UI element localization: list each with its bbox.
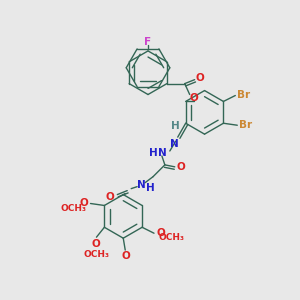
Text: O: O [195, 73, 204, 83]
Text: Br: Br [237, 89, 250, 100]
Text: N: N [137, 180, 146, 190]
Text: OCH₃: OCH₃ [61, 204, 87, 213]
Text: Br: Br [239, 120, 252, 130]
Text: N: N [158, 148, 166, 158]
Text: OCH₃: OCH₃ [83, 250, 110, 259]
Text: O: O [91, 239, 100, 249]
Text: OCH₃: OCH₃ [159, 233, 185, 242]
Text: O: O [79, 199, 88, 208]
Text: F: F [145, 37, 152, 47]
Text: H: H [148, 148, 157, 158]
Text: O: O [106, 192, 115, 202]
Text: O: O [189, 94, 198, 103]
Text: H: H [171, 121, 180, 131]
Text: N: N [170, 139, 179, 149]
Text: O: O [157, 228, 165, 238]
Text: O: O [122, 251, 130, 261]
Text: O: O [176, 162, 185, 172]
Text: H: H [146, 183, 154, 193]
